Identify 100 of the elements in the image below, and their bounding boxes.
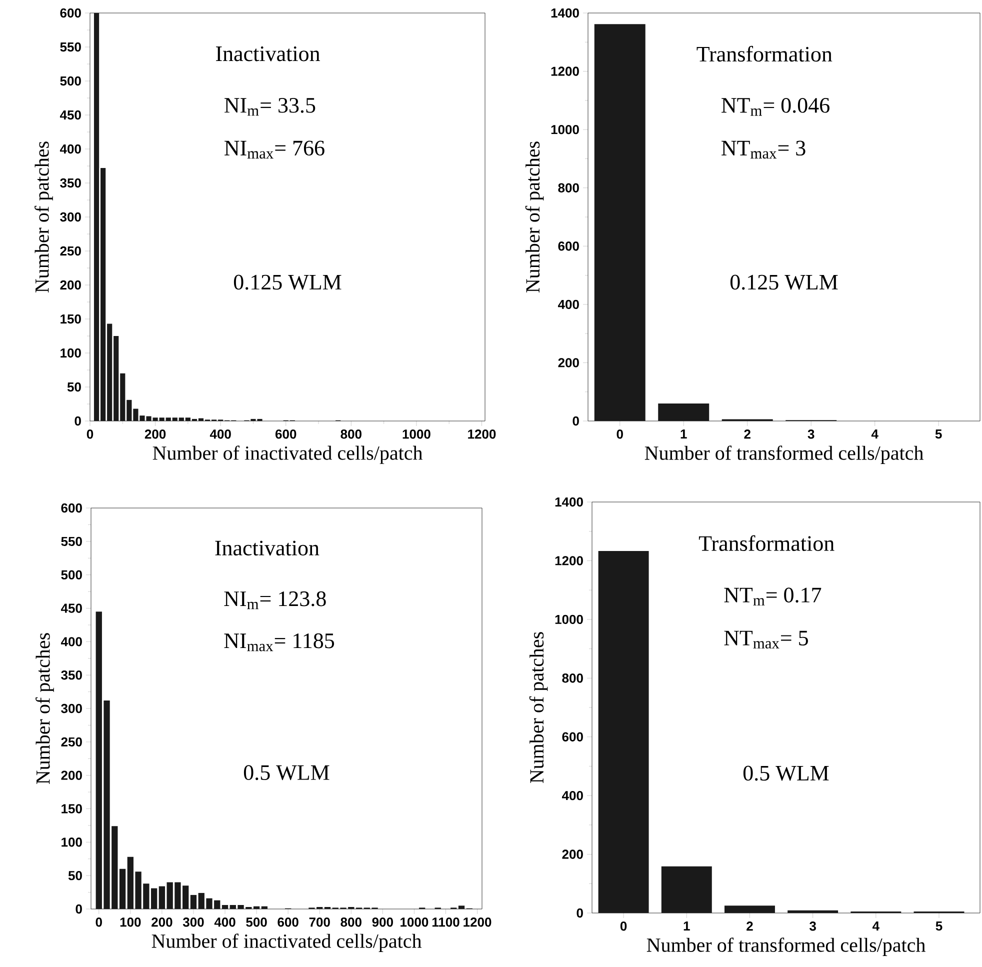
annotation: Transformation [696,46,832,62]
x-tick-label: 800 [340,430,362,439]
x-tick-label: 1 [684,922,690,930]
x-axis-title: Number of inactivated cells/patch [152,446,423,464]
y-tick-label: 500 [61,570,82,580]
annotation: NI$_{max}$= 766 [224,140,324,159]
y-tick-label: 1000 [551,124,579,134]
x-tick-label: 500 [246,918,267,927]
y-tick-label: 400 [562,790,583,800]
y-tick-label: 500 [60,76,81,86]
y-axis-title: Number of patches [529,632,548,784]
x-tick-label: 700 [309,918,330,927]
y-axis-title: Number of patches [525,142,544,292]
x-tick-label: 100 [120,918,141,927]
y-tick-label: 1200 [555,556,583,566]
x-tick-label: 1100 [432,918,460,927]
y-tick-label: 600 [562,732,583,742]
x-tick-label: 300 [182,918,204,927]
y-tick-label: 1000 [555,614,583,624]
y-tick-label: 250 [61,737,82,747]
annotation: 0.5 WLM [244,765,330,780]
x-tick-label: 0 [96,918,102,927]
x-tick-label: 1000 [400,918,428,927]
annotation: NT$_{max}$= 5 [724,630,808,649]
y-tick-label: 300 [61,704,82,714]
y-tick-label: 100 [62,838,82,847]
annotation: 0.125 WLM [730,274,838,290]
annotation: Inactivation [216,46,320,62]
y-tick-label: 450 [60,604,82,613]
x-tick-label: 4 [871,430,878,438]
bar [658,404,710,421]
y-tick-label: 50 [68,870,82,880]
x-tick-label: 2 [746,922,753,931]
y-tick-label: 50 [67,382,81,392]
x-tick-label: 3 [808,430,814,439]
y-tick-label: 450 [60,110,81,120]
x-tick-label: 5 [936,922,942,931]
annotation: NI$_{m}$= 33.5 [224,98,316,116]
x-tick-label: 900 [372,918,393,927]
x-tick-label: 0 [86,430,94,439]
y-tick-label: 550 [60,42,81,52]
y-tick-label: 400 [558,300,579,310]
annotation: Inactivation [215,540,320,556]
bar [598,551,649,913]
annotation: 0.125 WLM [234,274,342,290]
y-tick-label: 0 [572,416,579,426]
annotation: NT$_{m}$= 0.046 [722,98,830,116]
y-tick-label: 200 [558,358,579,368]
y-tick-label: 200 [60,280,81,290]
y-tick-label: 1400 [555,497,583,507]
annotation: NT$_{m}$= 0.17 [724,588,822,606]
y-tick-label: 150 [60,314,81,324]
bar [661,866,712,913]
x-tick-label: 600 [275,430,296,439]
x-tick-label: 0 [620,922,627,931]
y-tick-label: 550 [61,536,82,546]
x-tick-label: 0 [616,430,623,439]
x-tick-label: 1200 [468,430,496,439]
x-tick-label: 5 [935,430,942,439]
x-tick-label: 2 [744,430,750,439]
x-tick-label: 3 [810,922,816,931]
y-tick-label: 150 [62,804,82,814]
y-axis-title: Number of patches [34,142,53,292]
y-axis-title: Number of patches [36,633,54,784]
annotation: NT$_{max}$= 3 [722,140,806,159]
x-tick-label: 1000 [402,430,430,439]
y-tick-label: 800 [558,183,579,192]
y-tick-label: 300 [60,212,81,222]
y-tick-label: 200 [562,850,583,859]
y-tick-label: 0 [74,416,81,426]
y-tick-label: 1200 [551,66,579,76]
x-tick-label: 200 [152,918,172,927]
y-tick-label: 800 [562,674,583,683]
y-tick-label: 400 [60,637,82,646]
annotation: NI$_{m}$= 123.8 [224,591,326,610]
bar [788,910,838,913]
y-tick-label: 600 [60,8,81,18]
x-tick-label: 1200 [464,918,492,927]
x-tick-label: 200 [144,430,166,439]
x-axis-title: Number of inactivated cells/patch [152,934,422,952]
x-tick-label: 400 [210,430,231,439]
y-tick-label: 200 [61,770,82,780]
bar [724,906,775,913]
x-axis-title: Number of transformed cells/patch [646,938,926,956]
x-tick-label: 4 [872,922,880,930]
x-tick-label: 800 [340,918,362,927]
annotation: Transformation [698,535,834,551]
y-tick-label: 350 [61,670,82,680]
x-axis-title: Number of transformed cells/patch [644,446,924,464]
annotation: NI$_{max}$= 1185 [224,633,334,652]
y-tick-label: 0 [76,904,82,914]
x-tick-label: 1 [680,430,687,438]
x-tick-label: 400 [214,918,236,927]
y-tick-label: 600 [61,503,82,513]
x-tick-label: 600 [278,918,298,927]
y-tick-label: 250 [60,246,81,256]
y-tick-label: 0 [576,908,583,918]
y-tick-label: 400 [60,144,81,154]
y-tick-label: 100 [60,348,81,358]
y-tick-label: 350 [60,178,81,188]
